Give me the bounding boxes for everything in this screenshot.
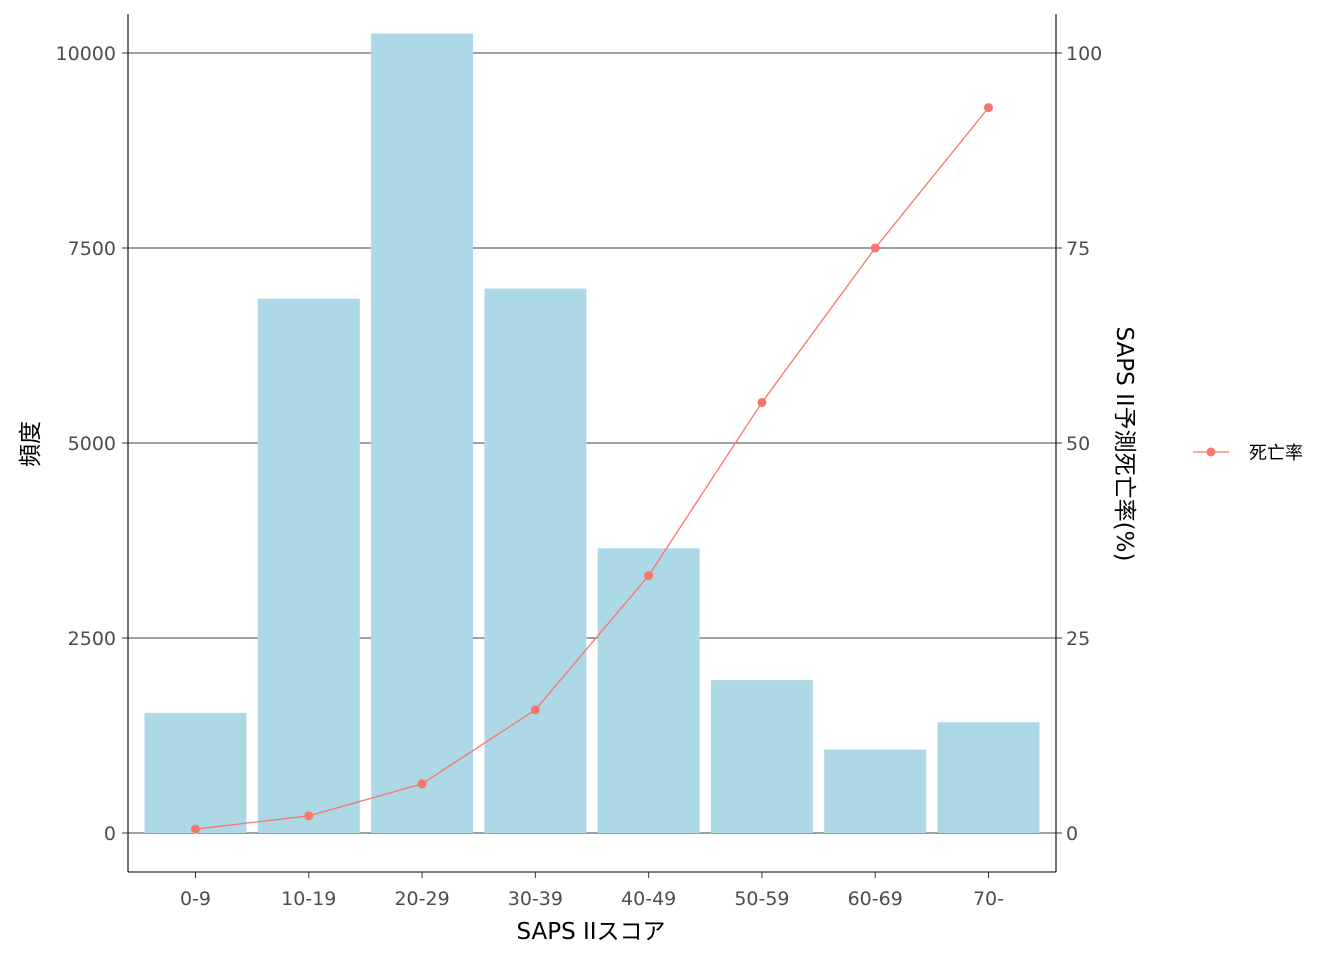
y2-tick-label: 100 <box>1066 43 1102 65</box>
x-tick-label: 30-39 <box>508 888 563 910</box>
y-tick-label: 5000 <box>68 433 116 455</box>
mortality-point-40-49 <box>644 571 654 581</box>
bar-30-39 <box>484 288 587 833</box>
x-tick-label: 70- <box>973 888 1004 910</box>
bar-40-49 <box>597 548 700 833</box>
bar-60-69 <box>824 749 927 833</box>
y-tick-label: 0 <box>104 823 116 845</box>
bar-50-59 <box>710 680 813 833</box>
mortality-point-20-29 <box>417 779 427 789</box>
y2-tick-label: 0 <box>1066 823 1078 845</box>
mortality-point-0-9 <box>191 824 200 834</box>
y2-tick-label: 75 <box>1066 238 1090 260</box>
y-tick-label: 2500 <box>68 628 116 650</box>
mortality-line <box>195 107 990 830</box>
bar-20-29 <box>371 33 474 833</box>
mortality-point-10-19 <box>304 811 314 821</box>
mortality-line-series <box>191 103 993 834</box>
x-tick-label: 60-69 <box>848 888 903 910</box>
x-tick-label: 10-19 <box>281 888 336 910</box>
x-tick-label: 50-59 <box>734 888 789 910</box>
y-axis-title: 頻度 <box>18 421 44 467</box>
x-tick-label: 20-29 <box>394 888 449 910</box>
mortality-point-50-59 <box>757 397 767 407</box>
bar-10-19 <box>257 298 360 833</box>
y-tick-label: 7500 <box>68 238 116 260</box>
x-tick-label: 0-9 <box>180 888 211 910</box>
legend-point-key <box>1206 447 1216 457</box>
bar-70- <box>937 722 1040 833</box>
x-tick-label: 40-49 <box>621 888 676 910</box>
mortality-point-30-39 <box>530 705 540 715</box>
x-axis-title: SAPS IIスコア <box>516 919 665 945</box>
y2-axis-title: SAPS II予測死亡率(%) <box>1111 327 1137 562</box>
mortality-point-60-69 <box>870 243 880 253</box>
y-tick-label: 10000 <box>56 43 116 65</box>
y2-tick-label: 50 <box>1066 433 1090 455</box>
tick-labels: 0 2500 5000 7500 10000 0 25 50 75 100 0-9 10-19 20-2… <box>56 43 1103 910</box>
mortality-point-70- <box>984 103 993 113</box>
legend: 死亡率 <box>1193 443 1303 464</box>
bar-series <box>144 33 1040 833</box>
bar-0-9 <box>144 712 247 833</box>
legend-label: 死亡率 <box>1249 443 1303 464</box>
y2-tick-label: 25 <box>1066 628 1090 650</box>
axes <box>122 14 1062 878</box>
